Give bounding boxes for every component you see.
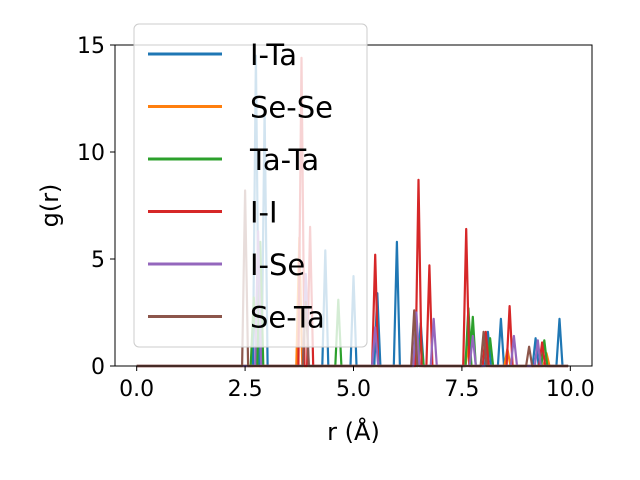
legend-box — [133, 23, 368, 348]
x-axis-ticks: 0.0 2.5 5.0 7.5 10.0 — [119, 366, 595, 402]
y-tick-label: 15 — [77, 34, 105, 59]
y-tick-label: 0 — [91, 355, 105, 380]
legend-label: Se-Ta — [250, 301, 325, 335]
legend-label: I-Se — [250, 248, 305, 282]
legend-label: Ta-Ta — [249, 143, 319, 177]
y-axis-label: g(r) — [36, 184, 64, 228]
legend: I-Ta Se-Se Ta-Ta I-I I-Se Se-Ta — [133, 23, 368, 348]
x-tick-label: 0.0 — [119, 377, 154, 402]
legend-label: I-Ta — [250, 38, 297, 72]
legend-label: Se-Se — [250, 91, 333, 125]
legend-label: I-I — [250, 196, 278, 230]
y-axis-ticks: 0 5 10 15 — [77, 34, 115, 380]
y-tick-label: 5 — [91, 248, 105, 273]
y-tick-label: 10 — [77, 141, 105, 166]
x-tick-label: 7.5 — [444, 377, 479, 402]
x-tick-label: 5.0 — [336, 377, 371, 402]
x-axis-label: r (Å) — [327, 417, 380, 446]
x-tick-label: 2.5 — [228, 377, 263, 402]
x-tick-label: 10.0 — [546, 377, 595, 402]
